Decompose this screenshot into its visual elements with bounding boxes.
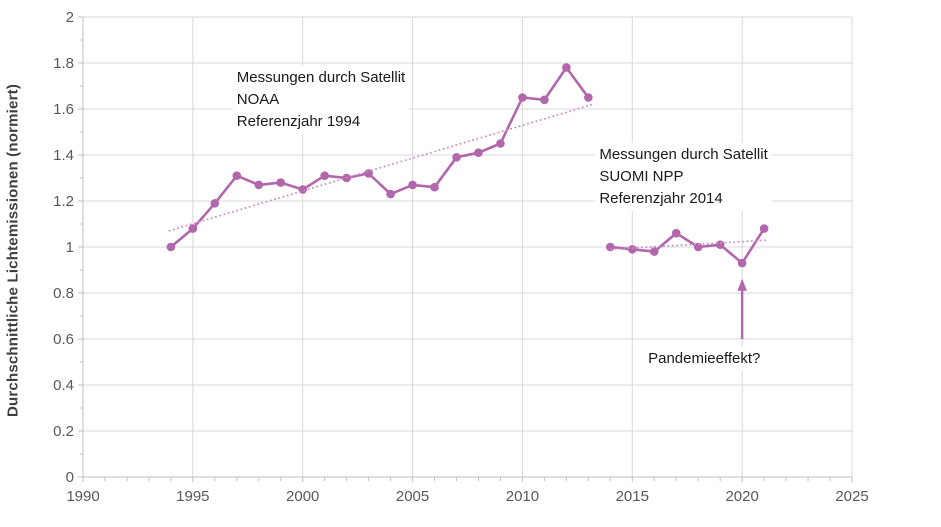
annotation-suomi: Messungen durch Satellit SUOMI NPP Referen… bbox=[595, 142, 772, 211]
x-tick-label: 2025 bbox=[835, 488, 868, 505]
data-point bbox=[320, 171, 329, 180]
y-tick-label: 0 bbox=[66, 469, 74, 486]
data-point bbox=[649, 247, 659, 256]
y-tick-label: 1.4 bbox=[53, 147, 74, 164]
data-point bbox=[430, 182, 439, 192]
data-point bbox=[737, 258, 747, 268]
data-point bbox=[276, 178, 286, 187]
data-point bbox=[386, 189, 395, 199]
trendline-1 bbox=[168, 103, 593, 232]
annotation-line: Pandemieeffekt? bbox=[648, 349, 761, 367]
data-point bbox=[693, 242, 703, 252]
y-tick-label: 0.8 bbox=[53, 285, 74, 302]
annotation-line: Messungen durch Satellit bbox=[599, 145, 768, 163]
data-point bbox=[606, 242, 615, 252]
data-point bbox=[496, 139, 505, 148]
data-point bbox=[671, 228, 681, 238]
data-point bbox=[584, 93, 593, 102]
y-tick-label: 1 bbox=[66, 239, 74, 256]
data-point bbox=[188, 224, 198, 233]
annotation-noaa: Messungen durch Satellit NOAA Referenzjahr… bbox=[232, 66, 410, 135]
data-point bbox=[408, 180, 417, 190]
y-tick-label: 1.8 bbox=[53, 55, 74, 72]
data-point bbox=[254, 180, 264, 190]
y-tick-label: 1.6 bbox=[53, 101, 74, 118]
annotation-line: Messungen durch Satellit bbox=[236, 69, 406, 87]
trendline-2 bbox=[610, 239, 769, 251]
annotation-line: SUOMI NPP bbox=[599, 167, 684, 185]
y-tick-label: 0.2 bbox=[53, 423, 74, 440]
annotation-line: Referenzjahr 1994 bbox=[236, 113, 361, 131]
x-tick-label: 2005 bbox=[396, 488, 429, 505]
data-point bbox=[232, 171, 242, 180]
x-tick-label: 2010 bbox=[506, 488, 539, 505]
y-tick-label: 0.6 bbox=[53, 331, 74, 348]
data-point bbox=[364, 169, 373, 178]
data-point bbox=[715, 240, 725, 249]
x-tick-label: 2015 bbox=[616, 488, 649, 505]
annotation-pandemic: Pandemieeffekt? bbox=[644, 346, 765, 371]
data-point bbox=[627, 245, 637, 254]
x-tick-label: 2000 bbox=[286, 488, 319, 505]
x-tick-label: 1995 bbox=[176, 488, 209, 505]
x-tick-label: 2020 bbox=[725, 488, 758, 505]
y-tick-label: 1.2 bbox=[53, 193, 74, 210]
data-point bbox=[210, 199, 220, 208]
data-point bbox=[759, 224, 769, 233]
data-point bbox=[474, 148, 483, 157]
y-tick-label: 0.4 bbox=[53, 377, 74, 394]
annotation-line: Referenzjahr 2014 bbox=[599, 189, 723, 207]
data-point bbox=[166, 242, 176, 252]
data-point bbox=[452, 153, 461, 162]
data-point bbox=[540, 95, 549, 105]
data-point bbox=[562, 63, 571, 72]
data-point bbox=[518, 93, 527, 102]
annotation-line: NOAA bbox=[236, 91, 280, 109]
x-tick-label: 1990 bbox=[66, 488, 99, 505]
pandemic-arrow-head bbox=[737, 278, 747, 291]
y-tick-label: 2 bbox=[66, 9, 74, 26]
